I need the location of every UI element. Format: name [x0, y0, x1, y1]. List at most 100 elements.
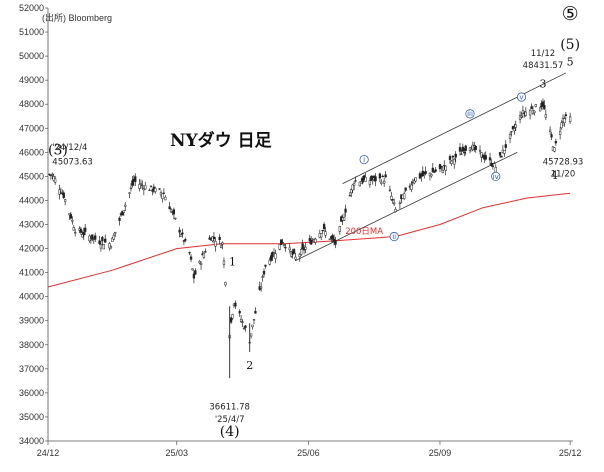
candle-body [229, 317, 233, 323]
candle-body [550, 134, 553, 138]
candle-body [393, 202, 396, 205]
candle-body [281, 242, 284, 244]
candle-body [488, 157, 492, 161]
candle-body [548, 129, 552, 132]
candle-body [384, 174, 387, 178]
candle-body [259, 286, 263, 289]
candle-body [94, 235, 97, 240]
candle-body [48, 173, 51, 175]
candle-body [244, 325, 247, 328]
candle-body [398, 202, 402, 205]
candle-body [221, 242, 224, 245]
candle-body [358, 181, 362, 187]
candle-body [444, 165, 447, 171]
x-tick-label: 25/09 [429, 448, 452, 458]
candle-body [370, 175, 373, 181]
candle-body [413, 180, 416, 184]
candle-body [390, 195, 393, 200]
candle-body [91, 234, 94, 240]
candle-body [380, 181, 383, 184]
wave-label: (5) [560, 37, 580, 53]
candle-body [231, 314, 234, 319]
candle-body [128, 192, 131, 194]
candle-body [234, 302, 237, 307]
candle-body [142, 188, 145, 191]
candle-body [331, 235, 334, 240]
candle-body [461, 146, 465, 152]
candle-body [328, 238, 331, 240]
wave-label: 5 [567, 56, 574, 69]
wave-label: 1 [229, 255, 236, 268]
candle-body [191, 268, 194, 271]
candle-body [138, 183, 141, 189]
candle-body [82, 232, 85, 236]
candle-body [181, 232, 184, 235]
candle-body [314, 238, 317, 243]
candle-body [172, 209, 176, 215]
sub-wave-marker [465, 109, 475, 119]
candle-body [528, 109, 532, 116]
candle-body [308, 238, 311, 242]
candle-body [453, 159, 456, 165]
annotation-note: 11/12 [531, 49, 556, 59]
candle-body [534, 104, 537, 107]
candle-body [79, 228, 83, 233]
y-tick-label: 48000 [19, 99, 44, 109]
candle-body [431, 167, 434, 173]
candle-body [238, 311, 241, 314]
candle-body [169, 209, 173, 213]
candle-body [129, 187, 133, 189]
candle-body [394, 209, 397, 213]
candle-body [280, 239, 283, 245]
candle-body [214, 241, 217, 247]
candle-body [424, 171, 427, 174]
candle-body [194, 270, 197, 275]
candle-body [158, 188, 161, 190]
channel-upper-line [342, 72, 567, 184]
candle-body [264, 264, 267, 267]
candle-body [348, 195, 351, 197]
candle-body [458, 147, 462, 152]
candle-body [121, 211, 124, 216]
candle-body [208, 237, 211, 240]
candle-body [538, 107, 542, 112]
candle-body [553, 147, 556, 152]
y-tick-label: 46000 [19, 147, 44, 157]
candle-body [242, 328, 246, 330]
candle-body [454, 153, 457, 158]
y-tick-label: 40000 [19, 292, 44, 302]
chart-title: NYダウ 日足 [170, 130, 272, 151]
y-tick-label: 39000 [19, 316, 44, 326]
annotation-note: 48431.57 [523, 61, 564, 71]
candle-body [74, 231, 77, 234]
candle-body [508, 134, 512, 139]
candle-body [414, 177, 417, 182]
y-tick-label: 36000 [19, 388, 44, 398]
candle-body [134, 176, 137, 182]
candle-body [179, 234, 183, 237]
candle-body [533, 110, 536, 113]
candle-body [554, 141, 557, 144]
candle-body [139, 183, 143, 185]
sub-wave-marker [516, 92, 527, 102]
y-tick-label: 35000 [19, 412, 44, 422]
y-tick-label: 43000 [19, 220, 44, 230]
candle-body [474, 145, 477, 150]
candle-body [274, 253, 277, 259]
annotation-note: 36611.78 [209, 403, 250, 413]
candle-body [254, 311, 257, 314]
candle-body [300, 249, 303, 255]
candle-body [131, 180, 134, 186]
candle-body [298, 254, 301, 258]
candle-body [99, 244, 103, 249]
candle-body [563, 118, 566, 124]
candle-body [249, 333, 253, 337]
candle-body [450, 160, 453, 164]
y-tick-label: 41000 [19, 268, 44, 278]
candle-body [109, 246, 113, 249]
sub-wave-label: iv [493, 173, 499, 181]
annotation-note: 45728.93 [543, 157, 584, 167]
wave-label: (4) [220, 424, 240, 440]
channel-layer [295, 72, 567, 261]
candle-body [278, 244, 281, 250]
